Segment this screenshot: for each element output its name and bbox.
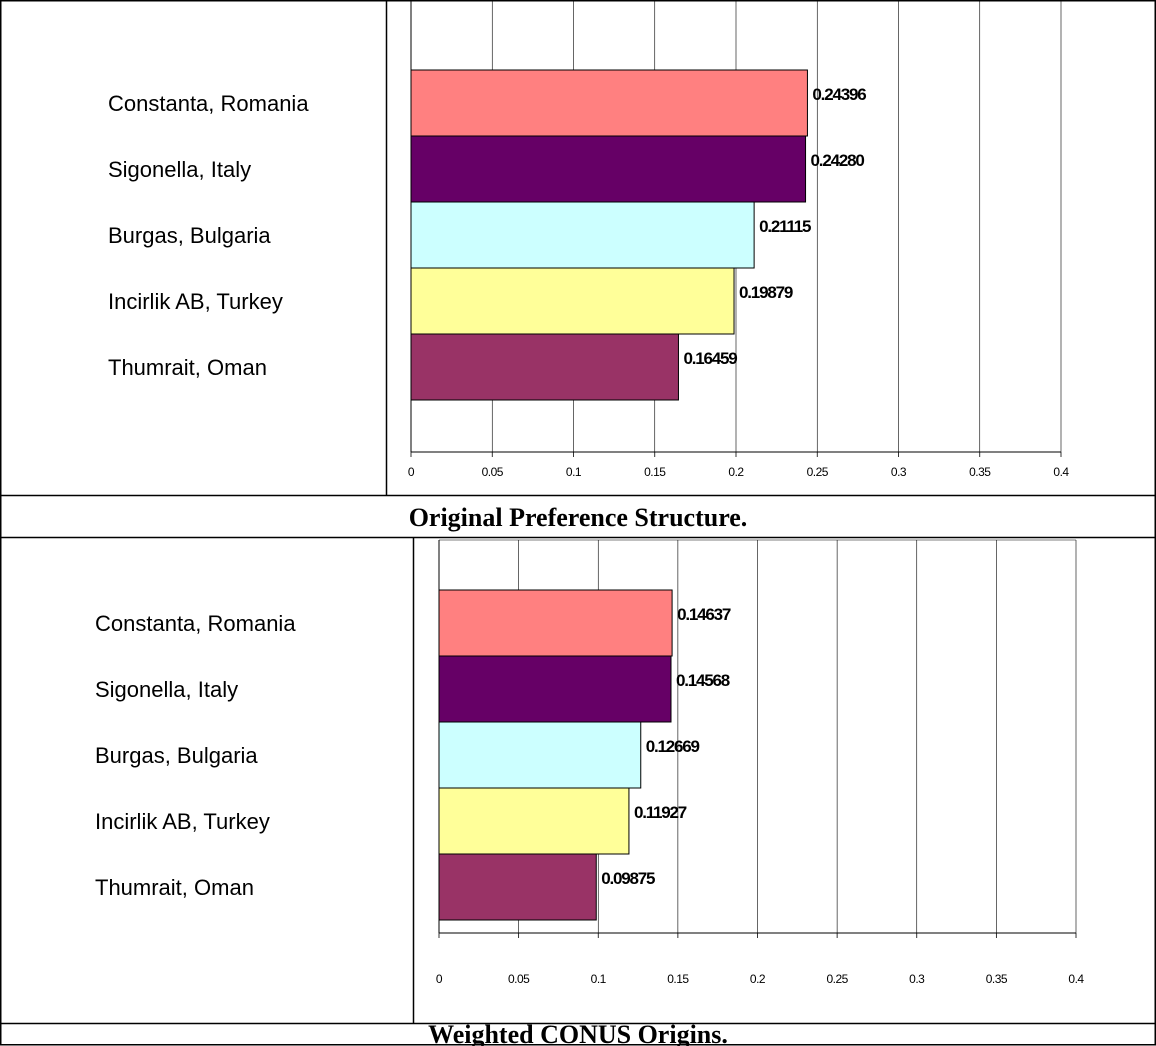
x-tick-label: 0 — [408, 465, 415, 479]
x-tick-label: 0.25 — [826, 972, 848, 986]
x-tick-label: 0.15 — [644, 465, 666, 479]
bar-value-label: 0.14637 — [677, 605, 731, 624]
bar-value-label: 0.24396 — [812, 85, 866, 104]
bar — [410, 333, 679, 401]
bar-value-label: 0.14568 — [676, 671, 730, 690]
category-label: Sigonella, Italy — [108, 157, 251, 182]
bar-value-label: 0.11927 — [634, 803, 687, 822]
chart-weighted-conus: 0 0.05 0.1 0.15 0.2 0.25 0.3 0.35 0.4 0.14637 Cons… — [95, 539, 1085, 986]
bar — [438, 853, 597, 921]
bar-value-label: 0.19879 — [739, 283, 793, 302]
bar — [410, 135, 807, 203]
category-label: Thumrait, Oman — [95, 875, 254, 900]
bar — [438, 589, 673, 657]
bar-value-label: 0.16459 — [683, 349, 737, 368]
x-tick-label: 0.1 — [566, 465, 582, 479]
category-label: Burgas, Bulgaria — [95, 743, 258, 768]
chart-original-preference: 0 0.05 0.1 0.15 0.2 0.25 0.3 0.35 0.4 0.24396 Cons… — [108, 0, 1070, 479]
bar-value-label: 0.24280 — [811, 151, 865, 170]
x-tick-label: 0.4 — [1053, 465, 1069, 479]
bar — [410, 267, 735, 335]
bar — [410, 69, 808, 137]
bar-value-label: 0.12669 — [646, 737, 700, 756]
x-tick-label: 0.05 — [482, 465, 504, 479]
x-tick-label: 0.35 — [986, 972, 1008, 986]
category-label: Sigonella, Italy — [95, 677, 238, 702]
x-tick-label: 0.3 — [891, 465, 907, 479]
category-label: Thumrait, Oman — [108, 355, 267, 380]
x-tick-label: 0.3 — [909, 972, 925, 986]
x-tick-label: 0.2 — [728, 465, 744, 479]
bar-value-label: 0.21115 — [759, 217, 811, 236]
category-label: Incirlik AB, Turkey — [95, 809, 270, 834]
x-tick-label: 0.2 — [750, 972, 766, 986]
bar — [438, 721, 642, 789]
x-tick-label: 0.15 — [667, 972, 689, 986]
caption-original-preference: Original Preference Structure. — [409, 503, 748, 532]
x-tick-label: 0.35 — [969, 465, 991, 479]
bar — [410, 201, 755, 269]
x-tick-label: 0.25 — [807, 465, 829, 479]
bar — [438, 787, 630, 855]
category-label: Burgas, Bulgaria — [108, 223, 271, 248]
x-tick-label: 0 — [436, 972, 443, 986]
category-label: Constanta, Romania — [95, 611, 296, 636]
x-tick-label: 0.1 — [591, 972, 607, 986]
category-label: Constanta, Romania — [108, 91, 309, 116]
caption-weighted-conus: Weighted CONUS Origins. — [428, 1020, 728, 1046]
x-tick-label: 0.4 — [1068, 972, 1084, 986]
category-label: Incirlik AB, Turkey — [108, 289, 283, 314]
bar — [438, 655, 672, 723]
bar-value-label: 0.09875 — [601, 869, 655, 888]
x-tick-label: 0.05 — [508, 972, 530, 986]
